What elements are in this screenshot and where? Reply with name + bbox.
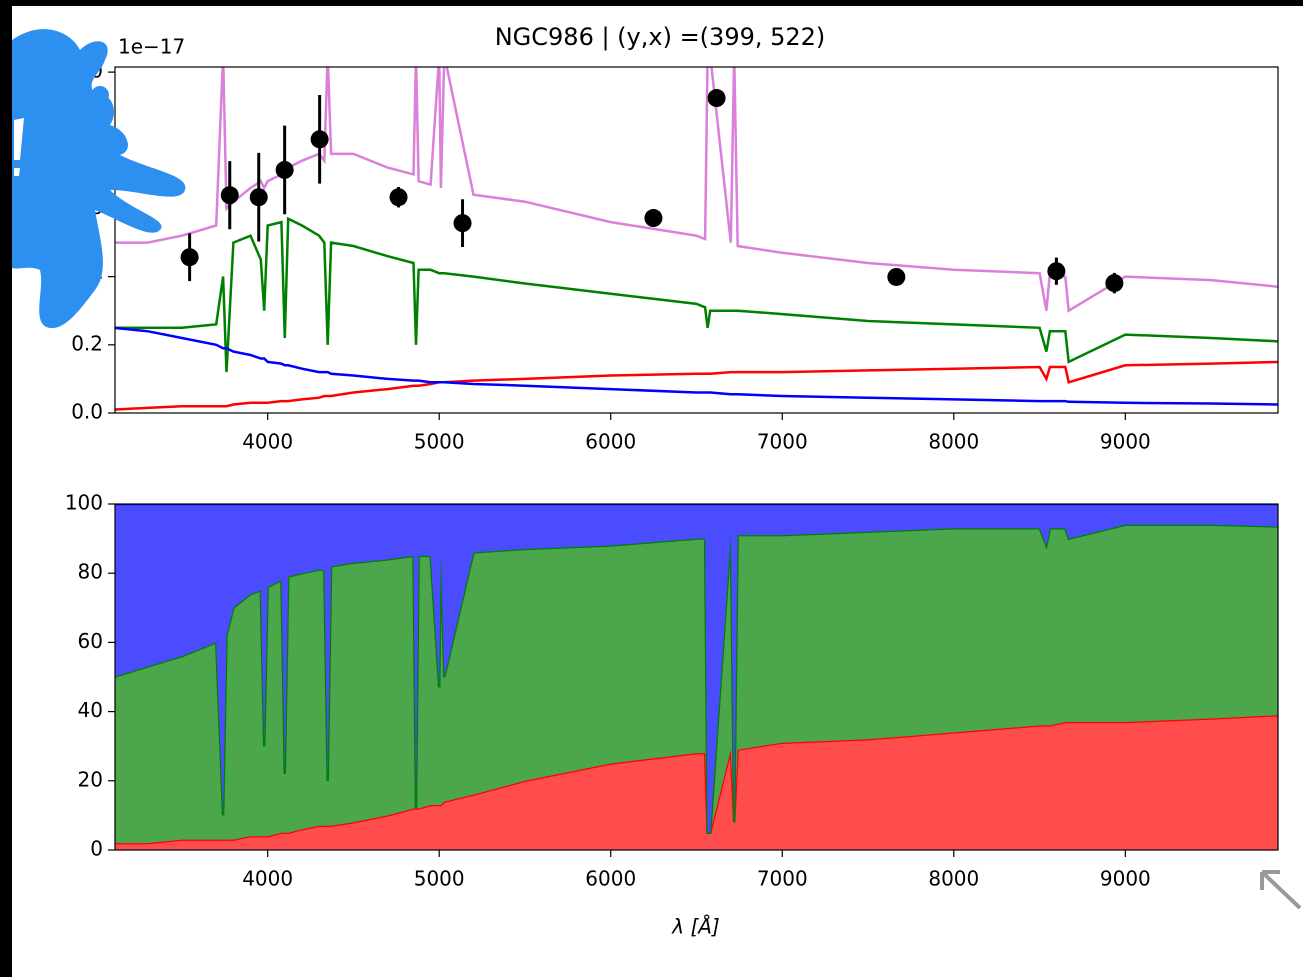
- x-tick-label: 9000: [1100, 430, 1151, 454]
- photometry-point: [1047, 262, 1066, 281]
- x-tick-label: 6000: [585, 430, 636, 454]
- splash: [12, 29, 186, 329]
- y-tick-label: 20: [78, 767, 103, 791]
- spectrum-line: [115, 360, 1278, 411]
- spectrum-line: [115, 326, 1278, 406]
- y-tick-label: 0: [90, 837, 103, 861]
- photometry-point: [275, 160, 294, 179]
- stacked-area: [115, 504, 1278, 833]
- offset-label: 1e−17: [118, 35, 185, 59]
- x-tick-label: 4000: [242, 430, 293, 454]
- splash-mark: [14, 118, 24, 176]
- photometry-point: [887, 267, 906, 286]
- x-axis-label: λ [Å]: [671, 915, 719, 939]
- photometry-point: [1105, 274, 1124, 293]
- stacked-area: [115, 524, 1278, 844]
- frame-top: [0, 0, 1303, 6]
- chart-title: NGC986 | (y,x) =(399, 522): [495, 23, 826, 51]
- plot-area: [115, 504, 1278, 850]
- splash-drop: [108, 135, 128, 155]
- axes-frame: [114, 66, 1279, 414]
- splash-drop: [91, 86, 109, 104]
- x-tick-label: 6000: [585, 867, 636, 891]
- photometry-point: [453, 214, 472, 233]
- axes-frame: [114, 503, 1279, 851]
- x-tick-label: 8000: [928, 867, 979, 891]
- photometry-point: [389, 188, 408, 207]
- photometry-point: [707, 89, 726, 108]
- x-tick-label: 7000: [757, 430, 808, 454]
- stacked-area: [115, 715, 1278, 850]
- x-tick-label: 5000: [414, 430, 465, 454]
- photometry-point: [644, 209, 663, 228]
- x-tick-label: 7000: [757, 867, 808, 891]
- plots: 4000500060007000800090000.00.20.40.60.81…: [65, 59, 1279, 891]
- x-tick-label: 5000: [414, 867, 465, 891]
- y-tick-label: 100: [65, 491, 103, 515]
- spectrum-line: [115, 67, 1278, 313]
- y-tick-label: 0.2: [71, 331, 103, 355]
- photometry-point: [310, 130, 329, 149]
- photometry-point: [249, 188, 268, 207]
- cursor-arrow: [1260, 870, 1302, 910]
- spectrum-line: [115, 216, 1278, 373]
- y-tick-label: 0.0: [71, 400, 103, 424]
- x-tick-label: 8000: [928, 430, 979, 454]
- y-tick-label: 60: [78, 629, 103, 653]
- frame-left: [0, 0, 12, 977]
- x-tick-label: 9000: [1100, 867, 1151, 891]
- plot-area: [115, 67, 1278, 411]
- photometry-point: [220, 186, 239, 205]
- x-tick-label: 4000: [242, 867, 293, 891]
- y-tick-label: 80: [78, 560, 103, 584]
- photometry-point: [180, 248, 199, 267]
- y-tick-label: 40: [78, 698, 103, 722]
- splash-decoration: [12, 29, 186, 329]
